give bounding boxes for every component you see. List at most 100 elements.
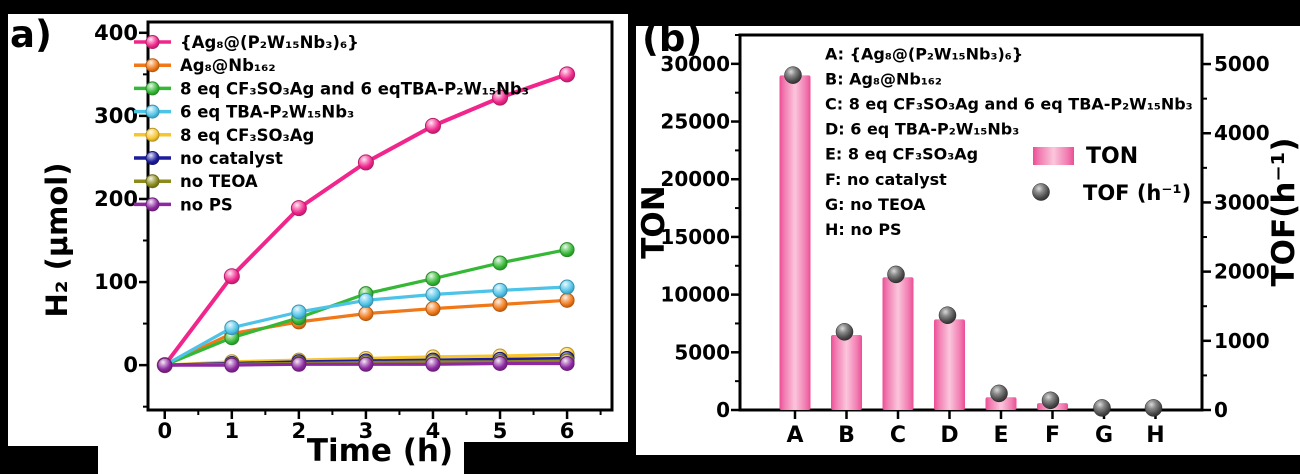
legend-item-marker: [145, 151, 160, 165]
category-label: B: [838, 423, 855, 448]
legend-ton-swatch: [1033, 147, 1074, 165]
data-point: [358, 306, 374, 322]
bar-D: [934, 319, 965, 410]
annotation-line: E: 8 eq CF₃SO₃Ag: [825, 145, 978, 164]
data-point: [559, 242, 575, 258]
tof-dot-E: [990, 384, 1008, 403]
data-point: [559, 355, 575, 371]
data-point: [291, 304, 307, 320]
right-tick-label: 2000: [1214, 260, 1270, 284]
tof-dot-F: [1041, 391, 1060, 410]
data-point: [224, 320, 240, 336]
right-tick-label: 4000: [1214, 121, 1270, 145]
data-point: [291, 356, 307, 372]
panel-a-x-axis-title: Time (h): [306, 433, 454, 469]
legend-tof-label: TOF (h⁻¹): [1083, 181, 1191, 205]
data-point: [492, 89, 509, 106]
panel-b-label: (b): [642, 26, 703, 60]
left-tick-label: 30000: [660, 52, 730, 76]
y-tick-label: 400: [94, 21, 138, 45]
legend-item-label: no catalyst: [180, 149, 283, 168]
tof-dot-B: [835, 323, 854, 341]
bar-E: [985, 397, 1017, 410]
annotation-line: G: no TEOA: [825, 195, 926, 214]
annotation-line: B: Ag₈@Nb₁₆₂: [825, 69, 942, 88]
category-label: H: [1146, 423, 1164, 448]
left-tick-label: 20000: [660, 167, 730, 191]
panel-a-label: a): [10, 14, 52, 56]
data-point: [425, 356, 441, 372]
legend-item-marker: [145, 35, 160, 49]
panel-b-left-axis-title: TON: [636, 185, 672, 259]
category-label: G: [1095, 423, 1113, 448]
data-point: [492, 282, 508, 298]
data-point: [492, 296, 508, 312]
bar-B: [831, 335, 862, 410]
data-point: [157, 357, 173, 373]
annotation-line: H: no PS: [825, 220, 902, 239]
left-tick-label: 5000: [674, 340, 730, 364]
data-point: [425, 287, 441, 303]
data-point: [559, 279, 575, 295]
left-tick-label: 15000: [660, 225, 730, 249]
right-tick-label: 1000: [1214, 329, 1270, 353]
legend-item-marker: [145, 58, 160, 73]
tof-dot-G: [1093, 399, 1111, 417]
x-tick-label: 3: [359, 419, 374, 443]
category-label: D: [940, 423, 958, 448]
data-point: [358, 292, 374, 308]
x-tick-label: 6: [560, 419, 575, 443]
annotation-line: A: {Ag₈@(P₂W₁₅Nb₃)₆}: [825, 44, 1023, 63]
y-tick-label: 0: [123, 353, 138, 377]
data-point: [357, 154, 374, 171]
left-tick-label: 0: [716, 398, 730, 422]
data-point: [492, 255, 508, 271]
tof-dot-C: [887, 265, 905, 284]
x-tick-label: 5: [493, 419, 508, 443]
left-tick-label: 25000: [660, 110, 730, 134]
left-tick-label: 10000: [660, 283, 730, 307]
data-point: [425, 271, 441, 287]
panel-a-chart: 0 100 200 300 400 0 1 2 3 4 5 6 {Ag₈@(P₂W₁₅Nb₃)₆} Ag₈…: [94, 20, 614, 443]
category-label: C: [890, 423, 906, 448]
right-tick-label: 3000: [1214, 190, 1270, 214]
x-tick-label: 1: [225, 419, 240, 443]
data-point: [358, 356, 374, 372]
category-label: E: [993, 423, 1008, 448]
annotation-line: F: no catalyst: [825, 170, 947, 189]
data-point: [425, 301, 441, 317]
panel-b-chart: 0 5000 10000 15000 20000 25000 30000 0 1000 2000 3…: [660, 33, 1270, 448]
plot-box: [738, 33, 1204, 412]
tof-dot-H: [1144, 399, 1163, 417]
category-label: A: [786, 423, 803, 448]
legend-item-marker: [145, 127, 160, 142]
bar-A: [779, 75, 811, 410]
y-tick-label: 100: [94, 270, 138, 294]
x-tick-label: 2: [292, 419, 307, 443]
legend-item-label: no TEOA: [180, 172, 258, 191]
legend-item-label: no PS: [180, 195, 233, 214]
legend-item-marker: [145, 197, 160, 212]
legend-item-marker: [145, 81, 160, 96]
right-tick-label: 0: [1214, 398, 1228, 422]
tof-dot-A: [784, 66, 802, 84]
legend-item-label: 8 eq CF₃SO₃Ag and 6 eqTBA-P₂W₁₅Nb₃: [180, 79, 529, 98]
data-point: [424, 117, 441, 134]
legend-item-label: Ag₈@Nb₁₆₂: [180, 56, 276, 75]
tof-dot-D: [938, 306, 957, 324]
x-tick-label: 4: [426, 419, 441, 443]
data-point: [224, 357, 240, 373]
panel-b: 0 5000 10000 15000 20000 25000 30000 0 1000 2000 3…: [636, 26, 1300, 455]
x-tick-label: 0: [157, 419, 172, 443]
category-label: F: [1045, 423, 1060, 448]
panel-a-y-axis-title: H₂ (µmol): [40, 162, 74, 318]
legend-ton-label: TON: [1086, 144, 1138, 169]
annotation-line: D: 6 eq TBA-P₂W₁₅Nb₃: [825, 120, 1019, 139]
legend-item-label: 8 eq CF₃SO₃Ag: [180, 126, 314, 145]
legend-item-marker: [145, 174, 160, 189]
annotation-line: C: 8 eq CF₃SO₃Ag and 6 eq TBA-P₂W₁₅Nb₃: [825, 95, 1193, 114]
panel-b-right-axis-title: TOF(h⁻¹): [1266, 137, 1300, 287]
y-tick-label: 200: [94, 187, 138, 211]
bar-C: [882, 277, 914, 410]
